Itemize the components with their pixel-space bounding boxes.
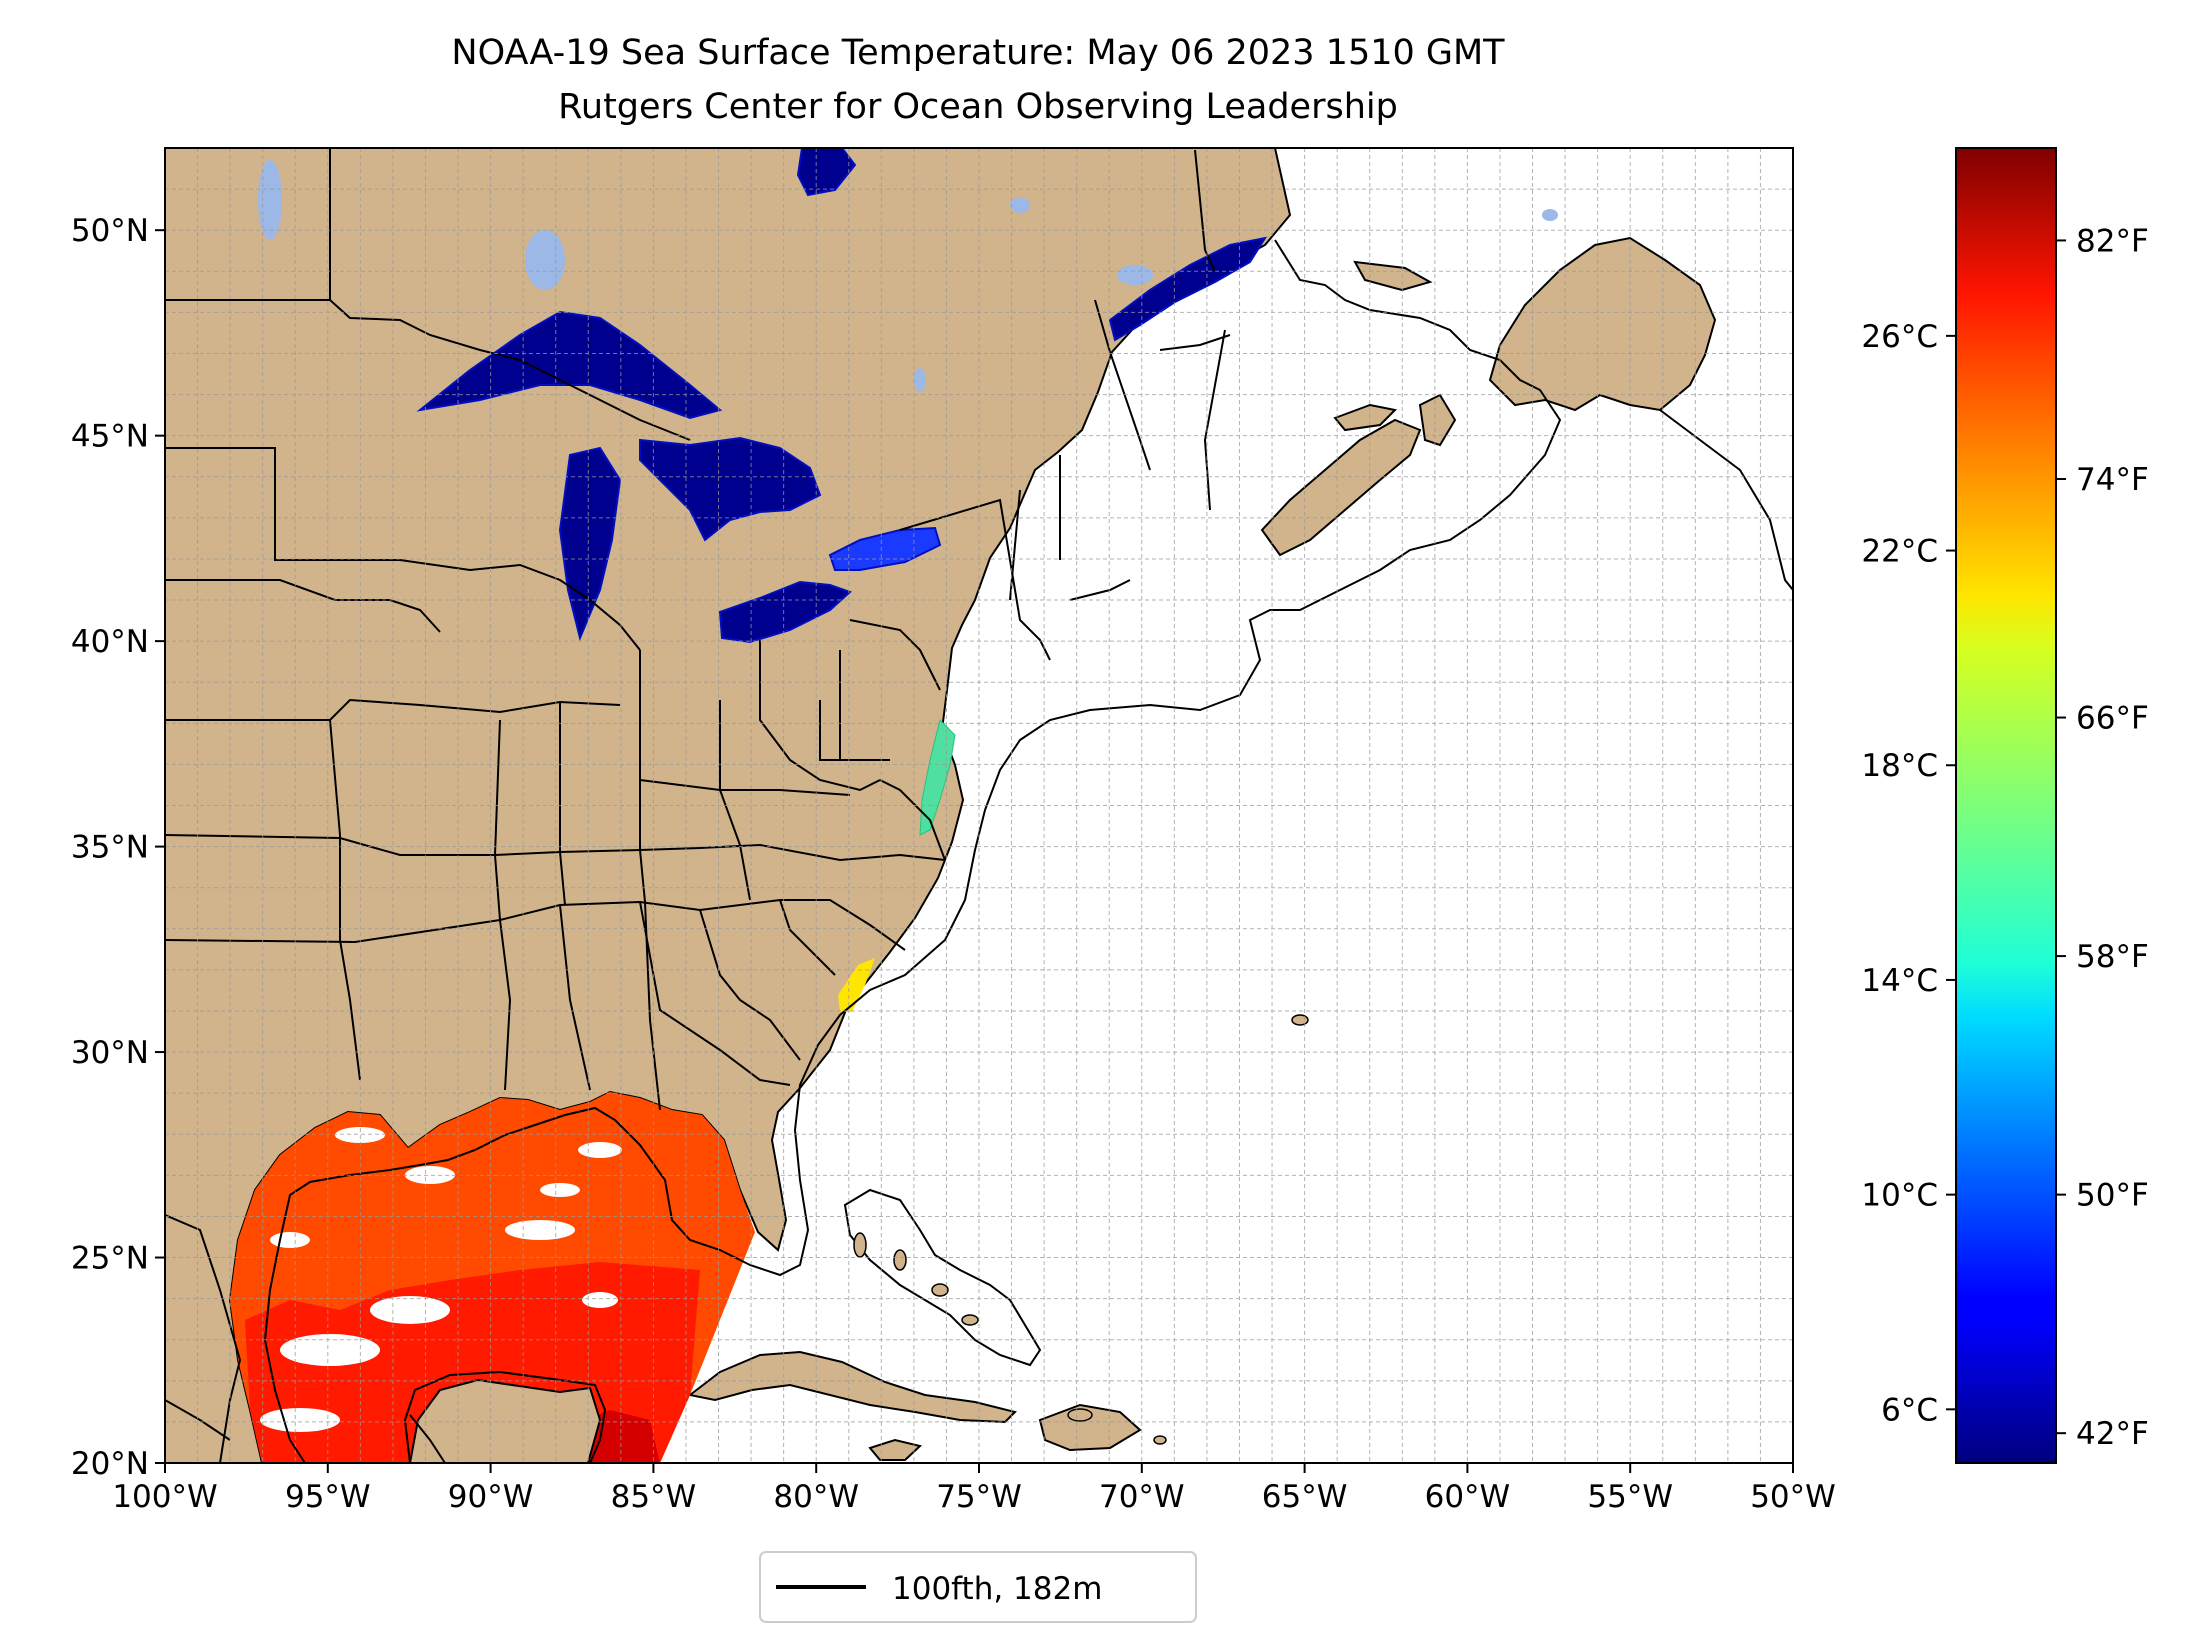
cape-breton-land xyxy=(1418,393,1457,447)
political-boundaries xyxy=(165,148,1231,1463)
map-title: NOAA-19 Sea Surface Temperature: May 06 … xyxy=(451,33,1505,73)
x-tick-label: 50°W xyxy=(1750,1479,1836,1515)
y-axis: 20°N 25°N 30°N 35°N 40°N 45°N 50°N xyxy=(71,213,165,1482)
isobath-100fth xyxy=(263,239,1562,1463)
colorbar-gradient xyxy=(1955,147,2057,1464)
cuba-land xyxy=(687,1350,1017,1424)
x-tick-label: 75°W xyxy=(936,1479,1022,1515)
colorbar-c-label: 10°C xyxy=(1861,1178,1938,1214)
x-tick-label: 55°W xyxy=(1587,1479,1673,1515)
great-lakes-sst xyxy=(416,148,1268,644)
carolina-sst-patch xyxy=(838,958,875,1012)
y-tick-label: 20°N xyxy=(71,1446,149,1482)
legend: 100fth, 182m xyxy=(759,1551,1197,1623)
x-tick-label: 100°W xyxy=(112,1479,217,1515)
gulf-sst-swath xyxy=(230,1092,755,1463)
map-subtitle: Rutgers Center for Ocean Observing Leade… xyxy=(558,87,1398,127)
isobath-100fth-grand-banks xyxy=(1659,409,1793,591)
isobath-100fth-yucatan xyxy=(403,1370,607,1463)
colorbar-f-label: 82°F xyxy=(2076,223,2149,259)
hispaniola-land xyxy=(1038,1403,1142,1452)
colorbar-c-label: 26°C xyxy=(1861,319,1938,355)
x-tick-label: 70°W xyxy=(1099,1479,1185,1515)
x-tick-label: 95°W xyxy=(285,1479,371,1515)
small-islands xyxy=(853,1014,1309,1445)
colorbar-c-label: 6°C xyxy=(1881,1392,1938,1428)
colorbar-f-label: 42°F xyxy=(2076,1416,2149,1452)
legend-box xyxy=(759,1551,1197,1623)
y-tick-label: 40°N xyxy=(71,624,149,660)
colorbar-f-label: 50°F xyxy=(2076,1178,2149,1214)
y-tick-label: 35°N xyxy=(71,830,149,866)
x-tick-label: 80°W xyxy=(773,1479,859,1515)
chesapeake-sst xyxy=(919,719,956,836)
pei-land xyxy=(1333,403,1398,432)
isobath-100fth-bahamas xyxy=(843,1188,1042,1367)
legend-label-100fth: 100fth, 182m xyxy=(892,1571,1102,1607)
y-tick-label: 50°N xyxy=(71,213,149,249)
colorbar-f-label: 74°F xyxy=(2076,462,2149,498)
colorbar-fahrenheit-axis: 42°F 50°F 58°F 66°F 74°F 82°F xyxy=(2056,223,2149,1452)
colorbar-f-label: 66°F xyxy=(2076,701,2149,737)
colorbar-c-label: 22°C xyxy=(1861,534,1938,570)
inland-lakes xyxy=(258,160,1558,392)
x-tick-label: 65°W xyxy=(1262,1479,1348,1515)
anticosti-land xyxy=(1353,260,1433,292)
y-tick-label: 45°N xyxy=(71,419,149,455)
y-tick-label: 30°N xyxy=(71,1035,149,1071)
x-axis: 100°W 95°W 90°W 85°W 80°W 75°W 70°W 65°W 60°W 55°… xyxy=(112,1463,1836,1515)
map-gridlines xyxy=(165,148,1793,1463)
colorbar-f-label: 58°F xyxy=(2076,939,2149,975)
x-tick-label: 90°W xyxy=(448,1479,534,1515)
x-tick-label: 85°W xyxy=(611,1479,697,1515)
colorbar-c-label: 18°C xyxy=(1861,748,1938,784)
jamaica-land xyxy=(868,1438,923,1461)
colorbar-c-label: 14°C xyxy=(1861,963,1938,999)
newfoundland-land xyxy=(1488,236,1717,412)
colorbar-celsius-axis: 6°C 10°C 14°C 18°C 22°C 26°C xyxy=(1861,319,1956,1428)
y-tick-label: 25°N xyxy=(71,1241,149,1277)
x-tick-label: 60°W xyxy=(1425,1479,1511,1515)
